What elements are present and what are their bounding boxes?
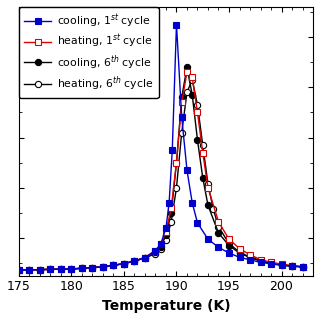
X-axis label: Temperature (K): Temperature (K) bbox=[102, 299, 230, 313]
Legend: cooling, 1$^{st}$ cycle, heating, 1$^{st}$ cycle, cooling, 6$^{th}$ cycle, heati: cooling, 1$^{st}$ cycle, heating, 1$^{st… bbox=[19, 7, 159, 98]
